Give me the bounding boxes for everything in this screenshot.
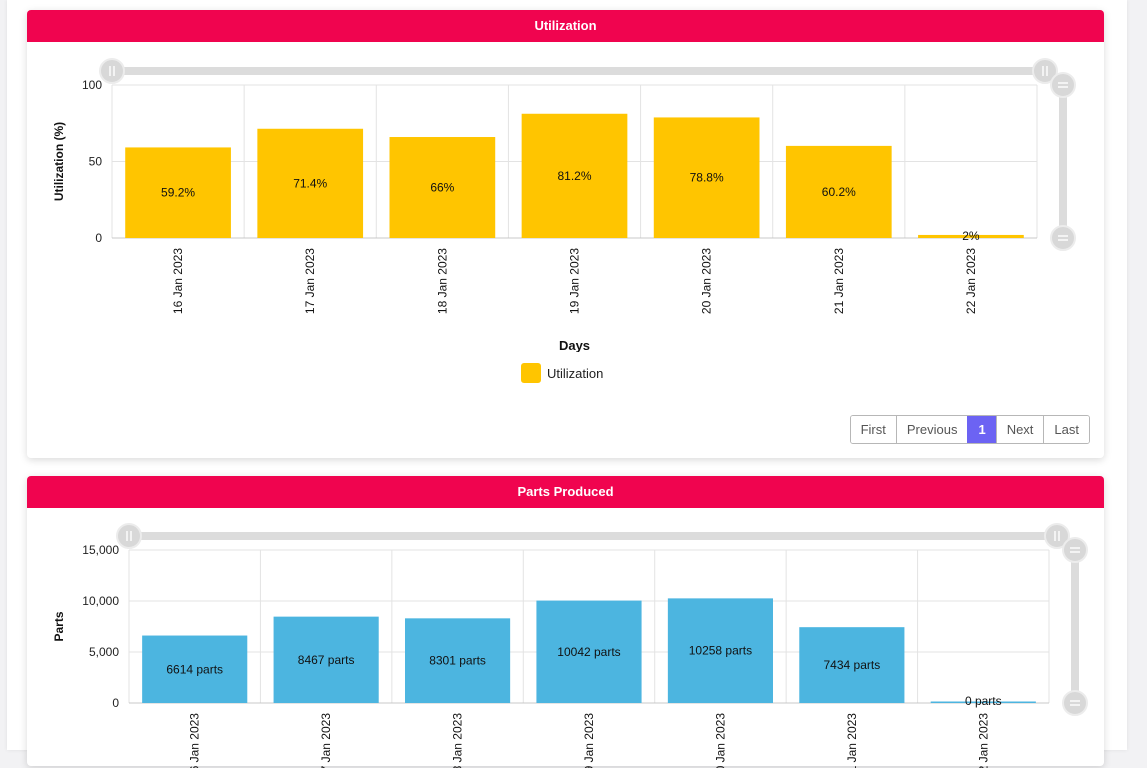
bar[interactable] [405, 618, 511, 703]
x-axis-label: Days [559, 338, 590, 352]
pagination: First Previous 1 Next Last [849, 415, 1090, 444]
utilization-chart: 0 50 100 59.2% 16 Jan 2023 71.4% 17 Jan 2023 66… [52, 58, 1076, 352]
parts-card-title: Parts Produced [27, 476, 1104, 508]
y-axis-label: Utilization (%) [52, 122, 66, 201]
zoom-handle[interactable] [1050, 72, 1076, 98]
zoom-handle[interactable] [99, 58, 125, 84]
bar[interactable] [930, 701, 1036, 704]
x-tick-label: 17 Jan 2023 [303, 248, 317, 314]
parts-produced-chart: 0 5,000 10,000 15,000 6614 parts 16 Jan 2023 8… [52, 523, 1088, 768]
horizontal-zoom-track[interactable] [112, 67, 1045, 75]
x-tick-label: 21 Jan 2023 [832, 248, 846, 314]
zoom-handle[interactable] [1062, 537, 1088, 563]
zoom-handle[interactable] [1044, 523, 1070, 549]
utilization-card-title: Utilization [27, 10, 1104, 42]
bar-data-label: 10258 parts [689, 644, 752, 658]
bar[interactable] [273, 616, 379, 703]
bar[interactable] [799, 627, 905, 703]
current-page-button[interactable]: 1 [967, 416, 996, 443]
x-tick-label: 22 Jan 2023 [964, 248, 978, 314]
y-tick-label: 10,000 [82, 594, 119, 608]
bar-data-label: 8301 parts [429, 654, 486, 668]
vertical-zoom-track[interactable] [1071, 550, 1079, 703]
utilization-card: Utilization 0 50 100 59.2% 16 Jan 2023 71.4% 1… [27, 10, 1104, 458]
bar-data-label: 66% [430, 181, 454, 195]
bar-data-label: 71.4% [293, 176, 327, 190]
utilization-legend[interactable]: Utilization [521, 362, 603, 384]
zoom-handle[interactable] [1050, 225, 1076, 251]
bar[interactable] [785, 145, 892, 238]
y-tick-label: 50 [89, 155, 103, 169]
zoom-handle[interactable] [116, 523, 142, 549]
y-axis-label: Parts [52, 611, 66, 641]
next-page-button[interactable]: Next [995, 416, 1044, 443]
x-tick-label: 22 Jan 2023 [976, 713, 990, 768]
x-tick-label: 16 Jan 2023 [171, 248, 185, 314]
bar-data-label: 81.2% [557, 169, 591, 183]
bar[interactable] [918, 234, 1024, 238]
bar-data-label: 0 parts [965, 694, 1002, 708]
x-tick-label: 19 Jan 2023 [582, 713, 596, 768]
x-tick-label: 16 Jan 2023 [188, 713, 202, 768]
bar[interactable] [142, 635, 248, 703]
first-page-button[interactable]: First [850, 416, 896, 443]
legend-swatch [521, 363, 541, 383]
bar-data-label: 2% [962, 229, 980, 243]
y-tick-label: 0 [95, 231, 102, 245]
bar[interactable] [125, 147, 231, 238]
y-tick-label: 100 [82, 78, 102, 92]
x-tick-label: 17 Jan 2023 [319, 713, 333, 768]
last-page-button[interactable]: Last [1043, 416, 1089, 443]
zoom-handle[interactable] [1062, 690, 1088, 716]
parts-produced-card: Parts Produced 0 5,000 10,000 15,000 6614 pa… [27, 476, 1104, 768]
bar-data-label: 60.2% [822, 185, 856, 199]
x-tick-label: 21 Jan 2023 [845, 713, 859, 768]
x-tick-label: 18 Jan 2023 [451, 713, 465, 768]
x-tick-label: 18 Jan 2023 [435, 248, 449, 314]
bar[interactable] [257, 128, 364, 238]
bar[interactable] [389, 137, 496, 238]
bar-data-label: 10042 parts [557, 645, 620, 659]
bar-data-label: 8467 parts [298, 653, 355, 667]
bar-data-label: 7434 parts [823, 658, 880, 672]
horizontal-zoom-track[interactable] [129, 532, 1057, 540]
legend-label: Utilization [547, 365, 604, 381]
zoom-handle[interactable] [1032, 58, 1058, 84]
y-tick-label: 5,000 [89, 645, 119, 659]
bar[interactable] [667, 598, 773, 703]
x-tick-label: 19 Jan 2023 [568, 248, 582, 314]
y-tick-label: 0 [112, 696, 119, 710]
bar[interactable] [536, 600, 642, 703]
bar-data-label: 59.2% [161, 186, 195, 200]
bar[interactable] [521, 113, 628, 238]
bar-data-label: 6614 parts [166, 662, 223, 676]
bar[interactable] [653, 117, 760, 238]
previous-page-button[interactable]: Previous [895, 416, 968, 443]
x-tick-label: 20 Jan 2023 [700, 248, 714, 314]
y-tick-label: 15,000 [82, 543, 119, 557]
bar-data-label: 78.8% [690, 171, 724, 185]
vertical-zoom-track[interactable] [1059, 85, 1067, 238]
x-tick-label: 20 Jan 2023 [713, 713, 727, 768]
